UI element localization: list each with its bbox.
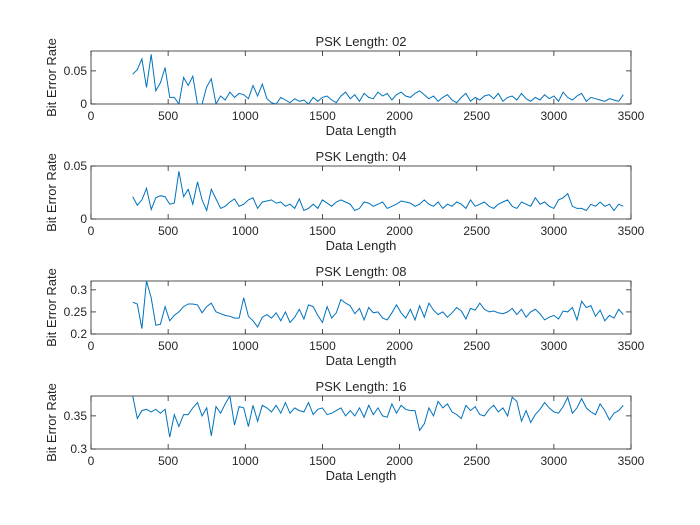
x-tick-label: 3000 — [541, 454, 568, 468]
axes-box — [90, 50, 632, 105]
subplot-title: PSK Length: 02 — [315, 34, 406, 49]
x-tick-label: 1500 — [309, 224, 336, 238]
series-line — [132, 281, 624, 329]
y-tick-label: 0.05 — [64, 64, 88, 78]
x-tick-label: 2000 — [386, 339, 413, 353]
y-tick-label: 0.05 — [64, 159, 88, 173]
axes-box — [90, 280, 632, 335]
axes-box — [90, 165, 632, 220]
x-tick-label: 1000 — [232, 454, 259, 468]
subplot-title: PSK Length: 16 — [315, 379, 406, 394]
x-tick-label: 1000 — [232, 339, 259, 353]
x-tick-label: 1000 — [232, 224, 259, 238]
subplot-4: 0 500 1000 1500 2000 2500 3000 3500 0.3 0.35 PSK L… — [44, 379, 645, 483]
x-tick-label: 3500 — [618, 109, 645, 123]
x-tick-label: 1500 — [309, 339, 336, 353]
x-tick-label: 500 — [158, 454, 178, 468]
x-tick-label: 2500 — [463, 224, 490, 238]
y-tick-label: 0.3 — [70, 283, 87, 297]
series-line — [132, 54, 624, 104]
subplot-title: PSK Length: 04 — [315, 149, 406, 164]
x-tick-label: 2500 — [463, 109, 490, 123]
x-tick-label: 500 — [158, 339, 178, 353]
y-axis-label: Bit Error Rate — [44, 153, 59, 232]
y-tick-label: 0.35 — [64, 409, 88, 423]
x-tick-label: 1000 — [232, 109, 259, 123]
x-tick-label: 0 — [88, 454, 95, 468]
x-tick-label: 3000 — [541, 339, 568, 353]
x-axis-label: Data Length — [326, 238, 397, 253]
x-tick-label: 3500 — [618, 224, 645, 238]
subplot-2: 0 500 1000 1500 2000 2500 3000 3500 0 0.05 PSK Len… — [44, 149, 645, 253]
y-axis-label: Bit Error Rate — [44, 268, 59, 347]
x-tick-label: 0 — [88, 224, 95, 238]
x-axis-label: Data Length — [326, 468, 397, 483]
x-tick-label: 1500 — [309, 109, 336, 123]
axes-box — [90, 395, 632, 450]
x-axis-label: Data Length — [326, 353, 397, 368]
x-tick-label: 3000 — [541, 224, 568, 238]
y-tick-label: 0.3 — [70, 442, 87, 456]
y-axis-label: Bit Error Rate — [44, 38, 59, 117]
x-tick-label: 3000 — [541, 109, 568, 123]
series-line — [132, 171, 624, 213]
y-axis-label: Bit Error Rate — [44, 383, 59, 462]
y-tick-label: 0.25 — [64, 305, 88, 319]
x-tick-label: 3500 — [618, 339, 645, 353]
x-tick-label: 1500 — [309, 454, 336, 468]
x-axis-label: Data Length — [326, 123, 397, 138]
x-tick-label: 2500 — [463, 339, 490, 353]
subplot-1: 0 500 1000 1500 2000 2500 3000 3500 0 0.05 PSK Len… — [44, 34, 645, 138]
x-tick-label: 500 — [158, 224, 178, 238]
x-tick-label: 0 — [88, 339, 95, 353]
y-tick-label: 0 — [80, 97, 87, 111]
x-tick-label: 2000 — [386, 224, 413, 238]
series-line — [132, 396, 624, 438]
y-tick-label: 0.2 — [70, 327, 87, 341]
x-tick-label: 2500 — [463, 454, 490, 468]
subplot-title: PSK Length: 08 — [315, 264, 406, 279]
x-tick-label: 500 — [158, 109, 178, 123]
subplot-3: 0 500 1000 1500 2000 2500 3000 3500 0.2 0.25 0.3 PS… — [44, 264, 645, 368]
x-tick-label: 2000 — [386, 109, 413, 123]
x-tick-label: 0 — [88, 109, 95, 123]
x-tick-label: 2000 — [386, 454, 413, 468]
x-tick-label: 3500 — [618, 454, 645, 468]
y-tick-label: 0 — [80, 212, 87, 226]
